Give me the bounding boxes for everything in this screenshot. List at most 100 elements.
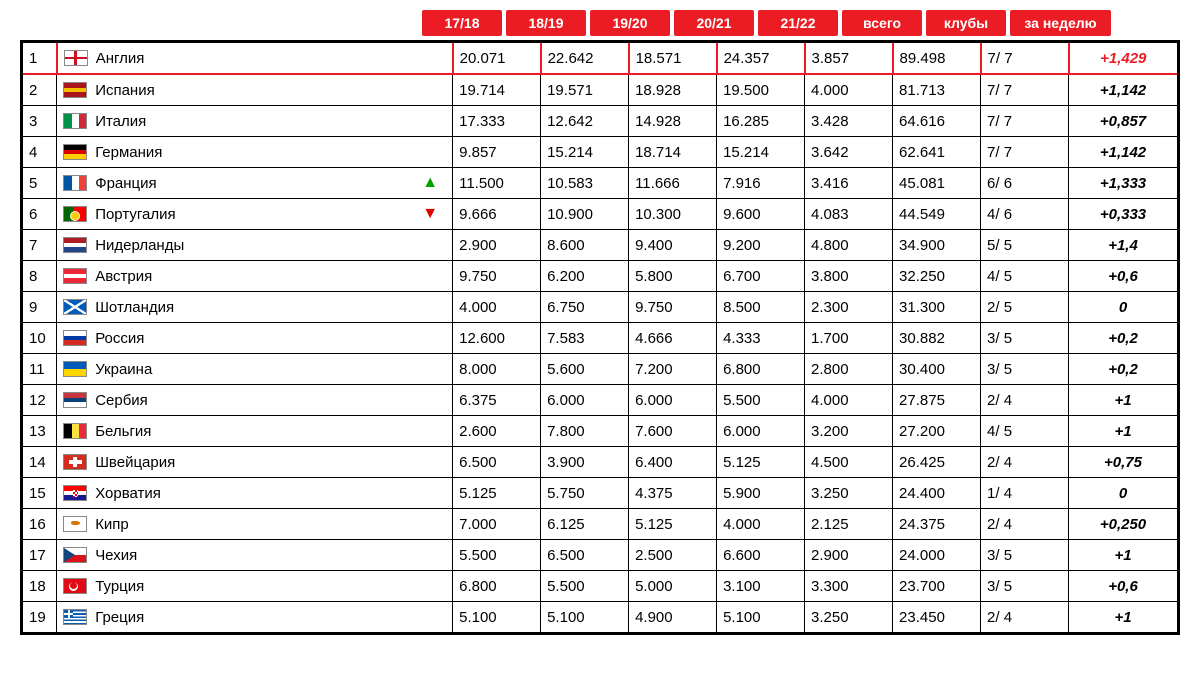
clubs-cell: 3/ 5 bbox=[981, 354, 1069, 385]
flag-icon bbox=[63, 237, 87, 253]
season-3-cell: 4.375 bbox=[629, 478, 717, 509]
season-5-cell: 2.300 bbox=[805, 292, 893, 323]
season-1-cell: 20.071 bbox=[453, 42, 541, 75]
table-wrapper: 17/18 18/19 19/20 20/21 21/22 всего клуб… bbox=[20, 10, 1180, 635]
total-cell: 24.400 bbox=[893, 478, 981, 509]
country-name: Нидерланды bbox=[95, 237, 184, 254]
season-3-cell: 10.300 bbox=[629, 199, 717, 230]
total-cell: 30.400 bbox=[893, 354, 981, 385]
country-name: Кипр bbox=[95, 516, 129, 533]
week-cell: +0,6 bbox=[1069, 571, 1179, 602]
week-cell: +0,2 bbox=[1069, 323, 1179, 354]
season-2-cell: 15.214 bbox=[541, 137, 629, 168]
season-1-cell: 19.714 bbox=[453, 74, 541, 106]
clubs-cell: 7/ 7 bbox=[981, 106, 1069, 137]
season-4-cell: 9.600 bbox=[717, 199, 805, 230]
flag-icon bbox=[63, 423, 87, 439]
header-row: 17/18 18/19 19/20 20/21 21/22 всего клуб… bbox=[20, 10, 1180, 36]
rank-cell: 18 bbox=[22, 571, 57, 602]
season-3-cell: 6.400 bbox=[629, 447, 717, 478]
flag-icon bbox=[63, 144, 87, 160]
season-2-cell: 12.642 bbox=[541, 106, 629, 137]
flag-icon bbox=[63, 206, 87, 222]
season-3-cell: 18.714 bbox=[629, 137, 717, 168]
season-4-cell: 5.125 bbox=[717, 447, 805, 478]
clubs-cell: 7/ 7 bbox=[981, 137, 1069, 168]
season-3-cell: 18.928 bbox=[629, 74, 717, 106]
clubs-cell: 2/ 4 bbox=[981, 447, 1069, 478]
country-cell: Кипр bbox=[57, 509, 453, 540]
season-2-cell: 10.900 bbox=[541, 199, 629, 230]
season-5-cell: 1.700 bbox=[805, 323, 893, 354]
season-1-cell: 11.500 bbox=[453, 168, 541, 199]
total-cell: 27.875 bbox=[893, 385, 981, 416]
season-5-cell: 3.300 bbox=[805, 571, 893, 602]
season-4-cell: 9.200 bbox=[717, 230, 805, 261]
country-cell: Чехия bbox=[57, 540, 453, 571]
season-4-cell: 6.700 bbox=[717, 261, 805, 292]
country-name: Турция bbox=[95, 578, 144, 595]
season-2-cell: 6.200 bbox=[541, 261, 629, 292]
country-cell: Бельгия bbox=[57, 416, 453, 447]
season-3-cell: 7.200 bbox=[629, 354, 717, 385]
country-cell: Украина bbox=[57, 354, 453, 385]
flag-icon bbox=[64, 50, 88, 66]
season-4-cell: 24.357 bbox=[717, 42, 805, 75]
rank-cell: 15 bbox=[22, 478, 57, 509]
country-name: Сербия bbox=[95, 392, 148, 409]
country-name: Англия bbox=[96, 50, 145, 67]
clubs-cell: 1/ 4 bbox=[981, 478, 1069, 509]
trend-up-icon: ▲ bbox=[422, 174, 438, 192]
season-3-cell: 2.500 bbox=[629, 540, 717, 571]
flag-icon bbox=[63, 113, 87, 129]
flag-icon bbox=[63, 516, 87, 532]
week-cell: +1 bbox=[1069, 540, 1179, 571]
total-cell: 27.200 bbox=[893, 416, 981, 447]
season-4-cell: 6.600 bbox=[717, 540, 805, 571]
country-cell: Швейцария bbox=[57, 447, 453, 478]
season-1-cell: 5.500 bbox=[453, 540, 541, 571]
header-season-1: 17/18 bbox=[422, 10, 502, 36]
season-2-cell: 8.600 bbox=[541, 230, 629, 261]
season-2-cell: 19.571 bbox=[541, 74, 629, 106]
season-5-cell: 3.428 bbox=[805, 106, 893, 137]
season-2-cell: 6.000 bbox=[541, 385, 629, 416]
clubs-cell: 4/ 5 bbox=[981, 416, 1069, 447]
season-1-cell: 5.125 bbox=[453, 478, 541, 509]
week-cell: +0,250 bbox=[1069, 509, 1179, 540]
clubs-cell: 7/ 7 bbox=[981, 74, 1069, 106]
week-cell: +0,6 bbox=[1069, 261, 1179, 292]
season-5-cell: 4.000 bbox=[805, 74, 893, 106]
season-1-cell: 9.666 bbox=[453, 199, 541, 230]
week-cell: +1,333 bbox=[1069, 168, 1179, 199]
week-cell: +1,142 bbox=[1069, 74, 1179, 106]
season-2-cell: 3.900 bbox=[541, 447, 629, 478]
season-4-cell: 4.000 bbox=[717, 509, 805, 540]
country-name: Германия bbox=[95, 144, 162, 161]
country-name: Швейцария bbox=[95, 454, 175, 471]
season-4-cell: 4.333 bbox=[717, 323, 805, 354]
clubs-cell: 2/ 4 bbox=[981, 509, 1069, 540]
table-row: 10 Россия 12.600 7.583 4.666 4.333 1.700… bbox=[22, 323, 1179, 354]
table-row: 6 Португалия ▼ 9.666 10.900 10.300 9.600… bbox=[22, 199, 1179, 230]
table-row: 9 Шотландия 4.000 6.750 9.750 8.500 2.30… bbox=[22, 292, 1179, 323]
table-row: 4 Германия 9.857 15.214 18.714 15.214 3.… bbox=[22, 137, 1179, 168]
season-1-cell: 6.800 bbox=[453, 571, 541, 602]
rank-cell: 9 bbox=[22, 292, 57, 323]
clubs-cell: 3/ 5 bbox=[981, 323, 1069, 354]
total-cell: 34.900 bbox=[893, 230, 981, 261]
season-4-cell: 6.000 bbox=[717, 416, 805, 447]
rank-cell: 17 bbox=[22, 540, 57, 571]
rank-cell: 14 bbox=[22, 447, 57, 478]
season-2-cell: 7.583 bbox=[541, 323, 629, 354]
country-name: Франция bbox=[95, 175, 156, 192]
season-2-cell: 10.583 bbox=[541, 168, 629, 199]
total-cell: 31.300 bbox=[893, 292, 981, 323]
header-season-2: 18/19 bbox=[506, 10, 586, 36]
season-5-cell: 3.857 bbox=[805, 42, 893, 75]
season-5-cell: 3.250 bbox=[805, 478, 893, 509]
rank-cell: 6 bbox=[22, 199, 57, 230]
country-cell: Англия bbox=[57, 42, 453, 75]
rank-cell: 5 bbox=[22, 168, 57, 199]
season-4-cell: 5.900 bbox=[717, 478, 805, 509]
